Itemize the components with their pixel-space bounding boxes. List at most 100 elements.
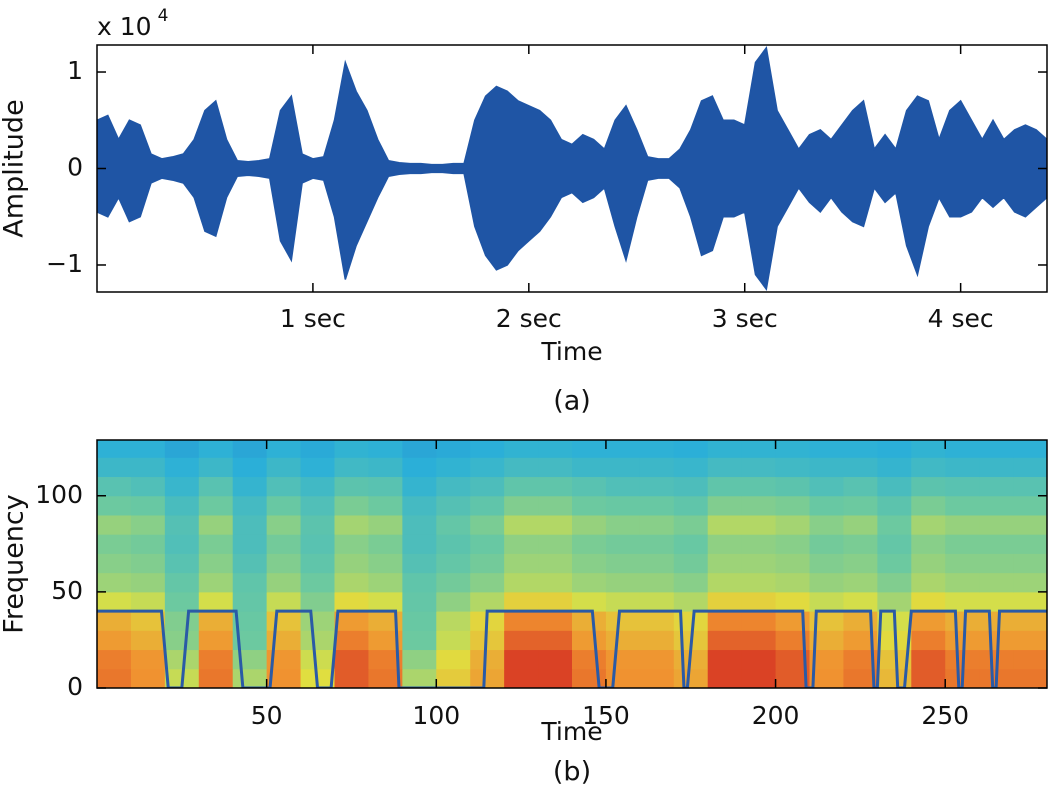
y-tick-label: 1 xyxy=(67,56,83,85)
heat-cell xyxy=(877,440,912,458)
heat-cell xyxy=(673,534,709,554)
plot-area xyxy=(97,46,1047,291)
heat-cell xyxy=(402,630,437,651)
heat-cell xyxy=(945,476,980,497)
heat-cell xyxy=(1013,457,1047,478)
heat-cell xyxy=(232,514,268,535)
heat-cell xyxy=(232,630,268,651)
y-tick-label: 50 xyxy=(51,576,83,605)
heat-cell xyxy=(164,440,200,458)
heat-cell xyxy=(673,476,709,497)
heat-cell xyxy=(436,495,471,516)
x-tick-label: 1 sec xyxy=(280,304,346,333)
heat-cell xyxy=(979,457,1014,478)
heat-cell xyxy=(605,630,641,651)
x-tick-label: 4 sec xyxy=(928,304,994,333)
heat-cell xyxy=(504,572,539,593)
heat-cell xyxy=(97,514,132,535)
heat-cell xyxy=(334,514,369,535)
heat-cell xyxy=(911,572,946,593)
heat-cell xyxy=(877,649,912,670)
heat-cell xyxy=(775,514,810,535)
heat-cell xyxy=(979,553,1014,574)
heat-cell xyxy=(572,649,607,670)
heat-cell xyxy=(504,649,539,670)
heat-cell xyxy=(1013,440,1047,458)
heat-cell xyxy=(809,514,844,535)
x-tick-label: 150 xyxy=(582,701,630,730)
heat-cell xyxy=(1013,668,1047,688)
heat-cell xyxy=(843,591,878,612)
heat-cell xyxy=(334,668,369,688)
heat-cell xyxy=(911,649,946,670)
heat-cell xyxy=(198,591,234,612)
heat-cell xyxy=(97,668,132,688)
heat-cell xyxy=(504,457,539,478)
heat-cell xyxy=(436,611,471,631)
heat-cell xyxy=(368,611,403,631)
heat-cell xyxy=(775,553,810,574)
heat-cell xyxy=(266,553,302,574)
heat-cell xyxy=(741,534,777,554)
heat-cell xyxy=(639,630,675,651)
heat-cell xyxy=(911,553,946,574)
heat-cell xyxy=(979,476,1014,497)
heat-cell xyxy=(911,476,946,497)
heat-cell xyxy=(1013,649,1047,670)
heat-cell xyxy=(673,553,709,574)
heat-cell xyxy=(130,534,166,554)
heat-cell xyxy=(877,534,912,554)
heat-cell xyxy=(402,476,437,497)
heat-cell xyxy=(198,514,234,535)
heat-cell xyxy=(843,514,878,535)
heat-cell xyxy=(130,440,166,458)
heat-cell xyxy=(1013,495,1047,516)
heat-cell xyxy=(470,572,505,593)
heat-cell xyxy=(300,534,335,554)
multiplier-exponent: 4 xyxy=(158,6,169,26)
heat-cell xyxy=(707,495,743,516)
caption: (b) xyxy=(553,757,591,788)
heat-cell xyxy=(911,591,946,612)
heat-cell xyxy=(97,553,132,574)
plot-area xyxy=(97,440,1047,688)
heat-cell xyxy=(266,572,302,593)
heat-cell xyxy=(470,495,505,516)
heat-cell xyxy=(809,440,844,458)
heat-cell xyxy=(198,649,234,670)
heat-cell xyxy=(1013,630,1047,651)
heat-cell xyxy=(97,572,132,593)
heat-cell xyxy=(945,611,980,631)
heat-cell xyxy=(402,572,437,593)
heat-cell xyxy=(843,476,878,497)
heat-cell xyxy=(979,611,1014,631)
heat-cell xyxy=(741,668,777,688)
heat-cell xyxy=(639,495,675,516)
heat-cell xyxy=(911,440,946,458)
heat-cell xyxy=(436,553,471,574)
heat-cell xyxy=(164,495,200,516)
heat-cell xyxy=(198,668,234,688)
heat-cell xyxy=(911,457,946,478)
heat-cell xyxy=(673,495,709,516)
heat-cell xyxy=(470,514,505,535)
heat-cell xyxy=(130,591,166,612)
heat-cell xyxy=(334,630,369,651)
heat-cell xyxy=(945,440,980,458)
heat-cell xyxy=(639,514,675,535)
heat-cell xyxy=(707,649,743,670)
heat-cell xyxy=(436,534,471,554)
heat-cell xyxy=(266,668,302,688)
heat-cell xyxy=(266,591,302,612)
heat-cell xyxy=(198,611,234,631)
heat-cell xyxy=(1013,534,1047,554)
heat-cell xyxy=(775,440,810,458)
heat-cell xyxy=(707,534,743,554)
heat-cell xyxy=(979,572,1014,593)
heat-cell xyxy=(605,591,641,612)
heat-cell xyxy=(232,476,268,497)
heat-cell xyxy=(164,572,200,593)
heat-cell xyxy=(232,495,268,516)
heat-cell xyxy=(775,668,810,688)
